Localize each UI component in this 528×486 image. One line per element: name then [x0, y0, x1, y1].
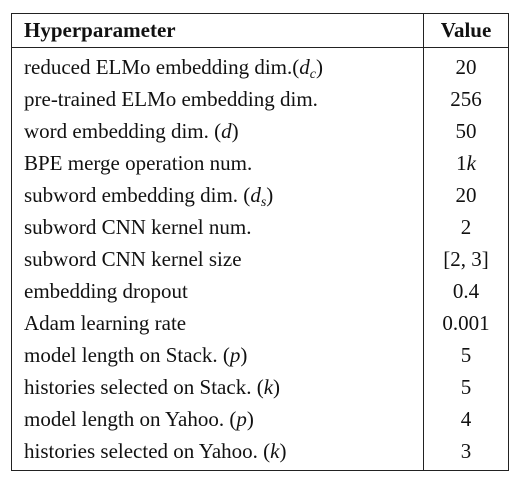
hyperparameter-cell: model length on Stack. (p): [11, 339, 424, 371]
table-row: subword CNN kernel size [2, 3]: [11, 243, 509, 275]
table-row: histories selected on Stack. (k) 5: [11, 371, 509, 403]
table-row: word embedding dim. (d) 50: [11, 115, 509, 147]
value-cell: 0.001: [442, 311, 490, 335]
hyperparameter-label: subword CNN kernel size: [24, 247, 242, 271]
value-cell: 1k: [424, 147, 509, 179]
value-cell: 4: [460, 407, 472, 431]
hyperparameter-cell: BPE merge operation num.: [11, 147, 424, 179]
hyperparameter-label-close: ): [273, 375, 281, 399]
math-symbol: d: [250, 183, 261, 207]
hyperparameter-label-close: ): [231, 119, 239, 143]
hyperparameter-cell: Adam learning rate: [11, 307, 424, 339]
math-subscript: s: [260, 195, 267, 210]
hyperparameter-label: model length on Stack. (: [24, 343, 230, 367]
hyperparameter-cell: histories selected on Stack. (k): [11, 371, 424, 403]
value-unit: k: [466, 151, 476, 175]
table-body: reduced ELMo embedding dim.(dc) 20 pre-tra…: [11, 47, 509, 471]
math-subscript: c: [309, 67, 316, 82]
math-symbol: k: [270, 439, 280, 463]
table-row: subword embedding dim. (ds) 20: [11, 179, 509, 211]
hyperparameter-label: subword CNN kernel num.: [24, 215, 252, 239]
table-row: Adam learning rate 0.001: [11, 307, 509, 339]
hyperparameter-cell: reduced ELMo embedding dim.(dc): [11, 47, 424, 83]
hyperparameter-cell: subword CNN kernel size: [11, 243, 424, 275]
hyperparameter-label-close: ): [240, 343, 248, 367]
hyperparameter-label: embedding dropout: [24, 279, 188, 303]
table-header-row: Hyperparameter Value: [11, 13, 509, 48]
hyperparameter-label: reduced ELMo embedding dim.(: [24, 55, 300, 79]
hyperparameter-label: word embedding dim. (: [24, 119, 222, 143]
value-cell: 256: [450, 87, 482, 111]
table-row: embedding dropout 0.4: [11, 275, 509, 307]
table-row: histories selected on Yahoo. (k) 3: [11, 435, 509, 471]
hyperparameter-label: subword embedding dim. (: [24, 183, 251, 207]
hyperparameter-label: pre-trained ELMo embedding dim.: [24, 87, 318, 111]
hyperparameter-label: Adam learning rate: [24, 311, 187, 335]
math-symbol: d: [221, 119, 232, 143]
hyperparameter-label-close: ): [266, 183, 274, 207]
math-symbol: k: [263, 375, 274, 399]
hyperparameter-label-close: ): [315, 55, 323, 79]
header-value: Value: [423, 13, 509, 48]
hyperparameter-cell: word embedding dim. (d): [11, 115, 424, 147]
hyperparameter-label-close: ): [246, 407, 254, 431]
value-cell: 2: [460, 215, 472, 239]
hyperparameter-cell: model length on Yahoo. (p): [11, 403, 424, 435]
hyperparameter-cell: embedding dropout: [11, 275, 424, 307]
table-row: model length on Yahoo. (p) 4: [11, 403, 509, 435]
hyperparameter-cell: pre-trained ELMo embedding dim.: [11, 83, 424, 115]
math-symbol: p: [229, 343, 241, 367]
hyperparameter-label: BPE merge operation num.: [24, 151, 253, 175]
value-number: 1: [456, 151, 467, 175]
hyperparameter-label: histories selected on Yahoo. (: [24, 439, 271, 463]
value-cell: 5: [460, 343, 472, 367]
hyperparameter-table-container: Hyperparameter Value reduced ELMo embedd…: [11, 13, 509, 471]
value-cell: 5: [460, 375, 472, 399]
value-cell: [2, 3]: [443, 247, 489, 271]
table-row: pre-trained ELMo embedding dim. 256: [11, 83, 509, 115]
hyperparameter-label: model length on Yahoo. (: [24, 407, 237, 431]
hyperparameter-cell: histories selected on Yahoo. (k): [11, 435, 424, 471]
value-cell: 3: [460, 439, 472, 463]
table-row: subword CNN kernel num. 2: [11, 211, 509, 243]
value-cell: 20: [455, 183, 477, 207]
hyperparameter-table: Hyperparameter Value reduced ELMo embedd…: [11, 13, 509, 471]
header-hyperparameter: Hyperparameter: [11, 13, 424, 48]
hyperparameter-label-close: ): [279, 439, 287, 463]
value-cell: 20: [455, 55, 477, 79]
hyperparameter-label: histories selected on Stack. (: [24, 375, 264, 399]
hyperparameter-cell: subword CNN kernel num.: [11, 211, 424, 243]
table-row: BPE merge operation num. 1k: [11, 147, 509, 179]
value-cell: 0.4: [452, 279, 480, 303]
table-row: model length on Stack. (p) 5: [11, 339, 509, 371]
math-symbol: p: [236, 407, 247, 431]
hyperparameter-cell: subword embedding dim. (ds): [11, 179, 424, 211]
value-cell: 50: [455, 119, 477, 143]
table-row: reduced ELMo embedding dim.(dc) 20: [11, 47, 509, 83]
math-symbol: d: [299, 55, 310, 79]
